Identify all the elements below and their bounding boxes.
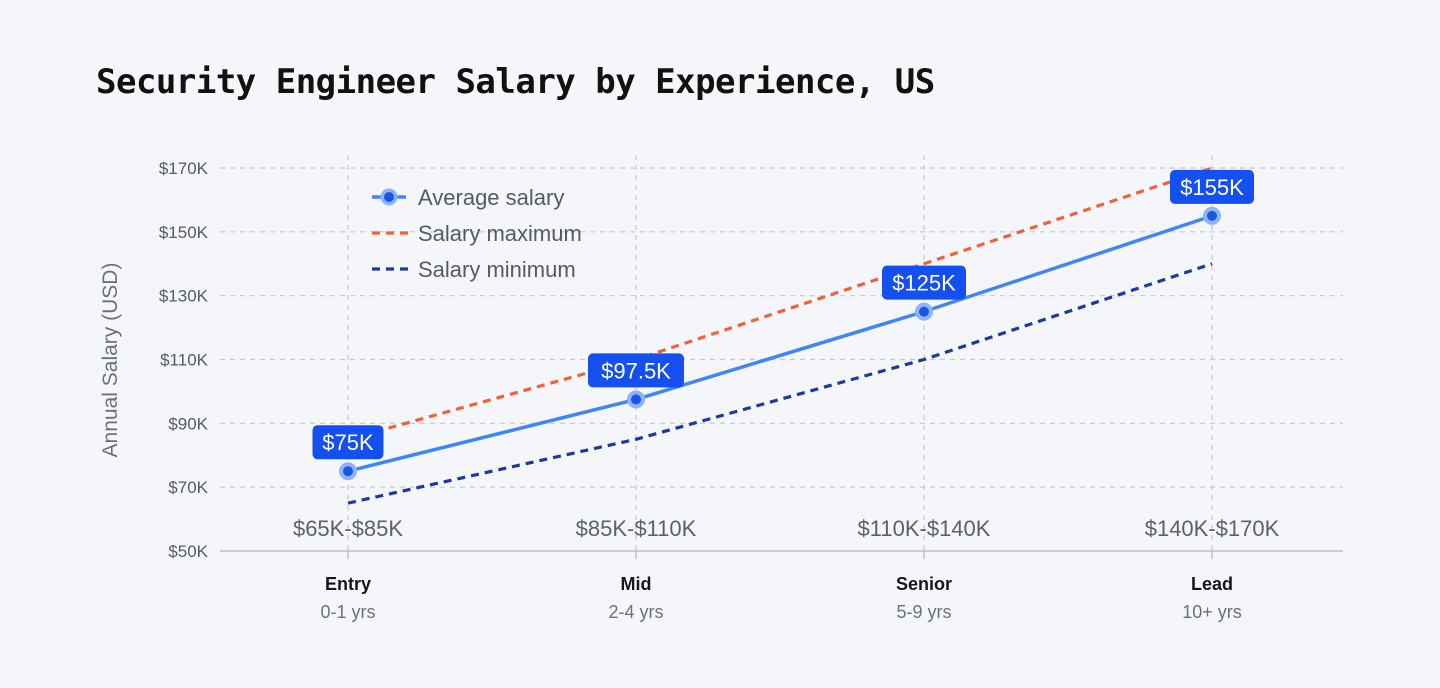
x-tick-label: Lead: [1191, 574, 1233, 594]
x-tick-label: Senior: [896, 574, 952, 594]
legend: Average salary Salary maximum Salary minim…: [372, 185, 582, 282]
range-label: $110K-$140K: [858, 516, 991, 541]
x-tick-label: Mid: [621, 574, 652, 594]
data-point-average-salary: [1207, 210, 1217, 221]
x-tick-sublabel: 10+ yrs: [1182, 602, 1242, 622]
data-labels: $75K $97.5K $125K $155K: [312, 169, 1254, 460]
axes: $50K $70K $90K $110K $130K $150K $170K $65K-$85…: [159, 159, 1343, 622]
y-tick-label: $130K: [159, 287, 209, 306]
x-tick-sublabel: 5-9 yrs: [896, 602, 951, 622]
x-tick-label: Entry: [325, 574, 371, 594]
data-label: $75K: [322, 430, 374, 455]
legend-label: Salary maximum: [418, 221, 582, 246]
legend-label: Average salary: [418, 185, 564, 210]
data-label-badge: [882, 265, 966, 300]
data-label-badge: [588, 353, 684, 388]
series: [339, 166, 1221, 505]
data-label: $125K: [892, 271, 956, 296]
y-tick-label: $170K: [159, 159, 209, 178]
series-line-average-salary: [347, 214, 1213, 473]
chart-title: Security Engineer Salary by Experience, …: [96, 62, 935, 102]
grid: [220, 155, 1343, 551]
range-label: $65K-$85K: [293, 516, 403, 541]
y-tick-label: $50K: [168, 542, 208, 561]
range-label: $140K-$170K: [1145, 516, 1280, 541]
y-axis-title: Annual Salary (USD): [99, 263, 122, 458]
series-line-salary-maximum: [347, 166, 1213, 441]
x-tick-sublabel: 2-4 yrs: [608, 602, 663, 622]
data-label-badge: [1170, 169, 1254, 204]
data-label: $97.5K: [601, 358, 671, 383]
data-label-badge: [312, 425, 384, 460]
data-point-average-salary: [631, 394, 641, 405]
y-tick-label: $90K: [168, 414, 208, 433]
data-label: $155K: [1180, 175, 1244, 200]
data-point-average-salary: [919, 306, 929, 317]
legend-label: Salary minimum: [418, 257, 576, 282]
y-tick-label: $150K: [159, 223, 209, 242]
legend-marker: [384, 192, 394, 202]
x-tick-sublabel: 0-1 yrs: [320, 602, 375, 622]
range-label: $85K-$110K: [576, 516, 697, 541]
y-tick-label: $70K: [168, 478, 208, 497]
y-tick-label: $110K: [160, 351, 209, 370]
series-line-salary-minimum: [347, 262, 1213, 505]
data-point-average-salary: [343, 466, 353, 477]
